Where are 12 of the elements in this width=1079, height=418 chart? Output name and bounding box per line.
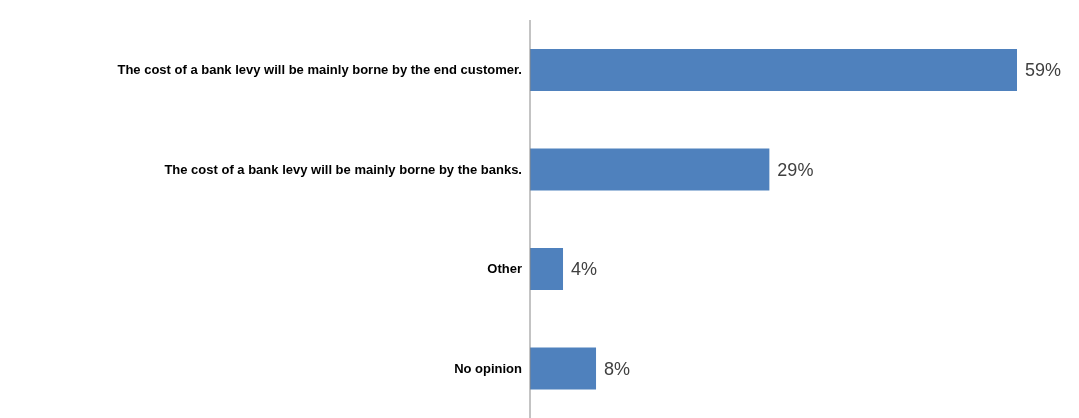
bar: [530, 148, 770, 191]
data-label: 29%: [777, 159, 814, 180]
data-label: 59%: [1025, 60, 1062, 81]
y-tick-label: Other: [487, 261, 522, 277]
data-label: 8%: [604, 358, 631, 379]
bar: [530, 49, 1017, 91]
y-tick-label: The cost of a bank levy will be mainly borne by the banks.: [164, 161, 522, 177]
y-tick-label: No opinion: [454, 360, 523, 376]
y-tick-label: The cost of a bank levy will be mainly borne by the end customer.: [117, 62, 522, 78]
bar: [530, 248, 564, 290]
data-label: 4%: [571, 259, 598, 280]
bar: [530, 347, 597, 390]
